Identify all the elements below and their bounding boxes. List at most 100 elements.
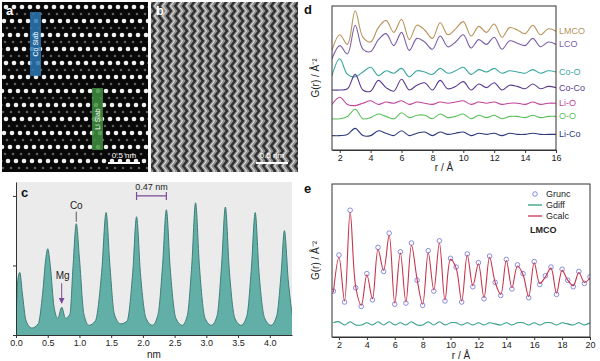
atom-column — [8, 125, 11, 128]
atom-column — [24, 13, 27, 16]
atom-column — [98, 55, 101, 58]
atom-column — [62, 103, 67, 108]
lattice-highlight — [171, 2, 175, 172]
legend-label: Grunc — [546, 189, 571, 199]
atom-column — [56, 125, 59, 128]
atom-column — [142, 159, 147, 164]
atom-column — [2, 75, 6, 80]
tick-mark — [13, 265, 16, 266]
atom-column — [22, 27, 25, 30]
atom-column — [24, 145, 29, 150]
atom-column — [94, 27, 97, 30]
atom-column — [74, 131, 79, 136]
atom-column — [54, 139, 57, 142]
atom-column — [66, 55, 69, 58]
atom-column — [2, 55, 4, 58]
atom-column — [2, 125, 3, 128]
atom-column — [114, 111, 117, 114]
tick-label: 4.0 — [264, 338, 277, 348]
atom-column — [44, 61, 49, 66]
atom-column — [146, 19, 148, 24]
atom-column — [88, 89, 93, 94]
annotation-line — [76, 212, 77, 222]
panel-label: d — [304, 2, 312, 17]
atom-column — [20, 153, 23, 156]
x-axis: 2468101214161820 — [333, 337, 596, 350]
atom-column — [96, 13, 99, 16]
atom-column — [110, 139, 113, 142]
tick — [13, 265, 16, 266]
atom-column — [48, 69, 51, 72]
atom-column — [10, 19, 15, 24]
series-label: Li-O — [559, 98, 576, 108]
atom-column — [64, 145, 69, 150]
atom-column — [70, 139, 73, 142]
atom-column — [88, 13, 91, 16]
atom-column — [56, 69, 59, 72]
atom-column — [146, 75, 148, 80]
atom-column — [28, 97, 31, 100]
atom-column — [72, 33, 77, 38]
atom-column — [102, 47, 107, 52]
atom-column — [46, 159, 51, 164]
atom-column — [50, 131, 55, 136]
atom-column — [122, 19, 127, 24]
atom-column — [8, 145, 13, 150]
atom-column — [78, 47, 83, 52]
atom-column — [112, 125, 115, 128]
panel-label: a — [6, 3, 14, 18]
atom-column — [142, 27, 145, 30]
atom-column — [130, 19, 135, 24]
atom-column — [14, 103, 19, 108]
atom-column — [40, 125, 43, 128]
atom-column — [16, 89, 21, 94]
atom-column — [142, 139, 145, 142]
data-point — [348, 208, 353, 213]
tick-label: 4 — [365, 340, 370, 350]
lattice-highlight — [163, 2, 167, 172]
atom-column — [36, 153, 39, 156]
atom-column — [128, 89, 133, 94]
atom-columns — [2, 5, 148, 172]
x-axis-title: r / Å — [435, 161, 454, 173]
atom-column — [138, 19, 143, 24]
atom-column — [100, 61, 105, 66]
atom-column — [36, 5, 41, 10]
tick-label: 2 — [337, 340, 342, 350]
atom-column — [114, 131, 119, 136]
atom-column — [92, 153, 95, 156]
atom-column — [4, 97, 7, 100]
atom-column — [148, 153, 149, 156]
atom-column — [74, 55, 77, 58]
atom-column — [44, 5, 49, 10]
figure: Co SlabLi Slab0.5 nma0.5 nmb0.00.51.01.5… — [0, 0, 600, 361]
atom-column — [136, 13, 139, 16]
atom-column — [118, 27, 121, 30]
atom-column — [92, 61, 97, 66]
atom-column — [144, 145, 148, 150]
atom-column — [128, 69, 131, 72]
atom-column — [42, 111, 45, 114]
atom-column — [78, 159, 83, 164]
atom-column — [20, 61, 25, 66]
atom-column — [112, 145, 117, 150]
atom-column — [74, 19, 79, 24]
tick: 8 — [421, 337, 426, 350]
atom-column — [84, 97, 87, 100]
atom-column — [52, 5, 57, 10]
tick: 12 — [474, 337, 484, 350]
series-label: O-O — [559, 111, 576, 121]
atom-column — [104, 69, 107, 72]
atom-column — [70, 27, 73, 30]
tick-label: 8 — [421, 340, 426, 350]
atom-column — [4, 117, 9, 122]
atom-column — [86, 27, 89, 30]
atom-column — [36, 97, 39, 100]
atom-column — [124, 5, 129, 10]
atom-column — [12, 61, 17, 66]
atom-column — [54, 27, 57, 30]
atom-column — [132, 117, 137, 122]
atom-column — [50, 75, 55, 80]
annotation-text: Co — [70, 200, 83, 211]
slab-label: Co Slab — [32, 31, 39, 56]
